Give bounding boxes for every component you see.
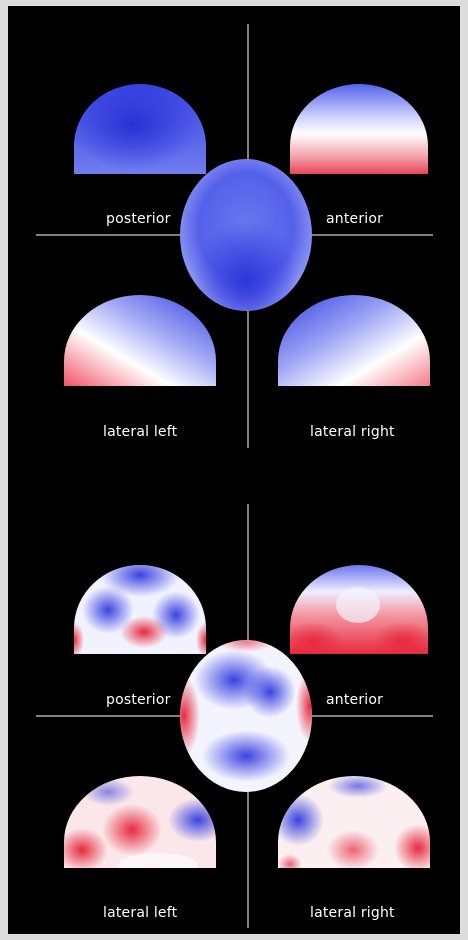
label-anterior: anterior [326,211,384,227]
anterior-topomap [290,565,428,654]
topomap-graphic-top [36,24,433,448]
posterior-topomap [74,565,206,654]
label-anterior: anterior [326,692,384,708]
lateral-left-topomap [64,776,216,868]
posterior-topomap [74,84,206,174]
label-posterior: posterior [106,692,171,708]
lateral-right-topomap [278,776,430,868]
topographic-panel-top: posterior anterior lateral left lateral … [8,6,460,466]
label-lateral-left: lateral left [103,424,178,440]
label-lateral-right: lateral right [310,424,395,440]
label-lateral-right: lateral right [310,905,395,921]
label-lateral-left: lateral left [103,905,178,921]
topomap-graphic-bottom [36,504,433,928]
head-topomap [180,159,312,311]
label-posterior: posterior [106,211,171,227]
viewer-frame: posterior anterior lateral left lateral … [8,6,460,934]
head-topomap [180,640,312,792]
anterior-topomap [290,84,428,174]
lateral-right-topomap [278,295,430,386]
topographic-panel-bottom: posterior anterior lateral left lateral … [8,480,460,940]
lateral-left-topomap [64,295,216,386]
